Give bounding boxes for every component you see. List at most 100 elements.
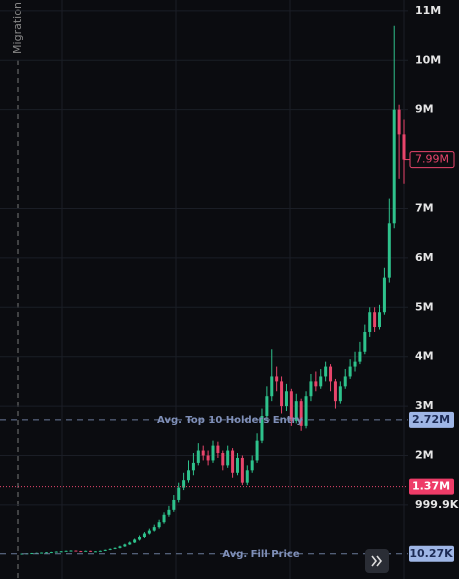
migration-label: Migration: [11, 2, 24, 54]
price-tag: [409, 545, 454, 562]
candle-body: [152, 527, 156, 531]
candle-body: [69, 550, 73, 552]
candle-body: [59, 551, 63, 553]
y-tick-label: 999.9K: [415, 498, 459, 511]
candle-body: [172, 499, 176, 510]
candle-body: [138, 537, 142, 540]
candle-body: [353, 361, 357, 367]
candle-body: [343, 376, 347, 387]
candle-body: [177, 487, 181, 500]
candle-body: [319, 376, 323, 387]
vertical-grid: [61, 0, 405, 579]
candle-body: [348, 366, 352, 377]
candle-body: [108, 548, 112, 550]
candle-body: [201, 450, 205, 456]
candle-body: [74, 550, 78, 552]
candle-body: [373, 312, 377, 328]
candle-body: [118, 546, 122, 548]
candle-body: [103, 549, 107, 551]
candle-body: [270, 376, 274, 397]
candle-body: [329, 366, 333, 382]
candle-body: [191, 462, 195, 471]
candle-body: [382, 277, 386, 313]
candle-body: [79, 551, 83, 553]
y-tick-label: 2M: [415, 448, 434, 461]
candle-body: [147, 530, 151, 534]
candle-body: [182, 480, 186, 488]
candle-body: [157, 522, 161, 528]
candle-body: [324, 366, 328, 377]
candle-body: [187, 470, 191, 481]
y-tick-label: 4M: [415, 350, 434, 363]
candle-body: [275, 376, 279, 382]
candle-body: [64, 550, 68, 552]
last-price-label: 7.99M: [415, 153, 449, 166]
candle-body: [378, 312, 382, 328]
candle-body: [231, 450, 235, 473]
candle-body: [93, 551, 97, 553]
candle-body: [133, 539, 137, 543]
candle-body: [299, 401, 303, 426]
candle-body: [84, 550, 88, 552]
candle-body: [49, 552, 53, 554]
price-tag-label: 2.72M: [412, 413, 450, 426]
candle-body: [255, 440, 259, 461]
candle-body: [245, 470, 249, 483]
candle-body: [392, 109, 396, 224]
candle-body: [226, 450, 230, 466]
candle-body: [113, 547, 117, 549]
last-price-tag: [409, 151, 455, 169]
candle-body: [221, 453, 225, 466]
candle-body: [54, 551, 58, 553]
candle-body: [44, 552, 48, 554]
candle-body: [402, 134, 406, 160]
y-tick-label: 6M: [415, 251, 434, 264]
candle-body: [333, 381, 337, 402]
candle-body: [363, 331, 367, 352]
candle-body: [123, 544, 127, 547]
candle-body: [289, 391, 293, 421]
candle-body: [240, 457, 244, 483]
candle-body: [211, 445, 215, 461]
candle-body: [206, 455, 210, 461]
candle-body: [265, 396, 269, 416]
candle-body: [358, 351, 362, 362]
candle-body: [284, 391, 288, 407]
price-tag: [409, 411, 454, 428]
price-tag: [409, 478, 454, 495]
scroll-icon: [371, 555, 383, 567]
y-tick-label: 10M: [415, 53, 441, 66]
candle-body: [314, 381, 318, 387]
candle-body: [309, 381, 313, 397]
plot: 999.9K 2M 3M 4M 5M 6M 7M 9M 10M 11M Avg. Top 10 Ho…: [0, 4, 459, 562]
candle-body: [397, 109, 401, 135]
price-tag-label: 10.27K: [409, 547, 453, 560]
y-tick-label: 11M: [415, 4, 441, 17]
candle-body: [142, 533, 146, 538]
price-tag-label: 1.37M: [412, 480, 450, 493]
candle-body: [216, 445, 220, 454]
price-line-label: Avg. Fill Price: [222, 549, 300, 560]
candle-body: [368, 312, 372, 332]
candle-body: [98, 550, 102, 552]
candle-body: [250, 460, 254, 471]
y-tick-label: 7M: [415, 201, 434, 214]
candle-body: [338, 386, 342, 402]
price-line-label: Avg. Top 10 Holders Entry: [157, 415, 303, 426]
candle-body: [294, 401, 298, 421]
candle-body: [304, 396, 308, 426]
candle-body: [196, 450, 200, 463]
candle-body: [162, 514, 166, 523]
candle-body: [387, 223, 391, 278]
candle-body: [167, 509, 171, 515]
y-tick-label: 9M: [415, 103, 434, 116]
candle-body: [30, 553, 34, 555]
candle-body: [280, 381, 284, 407]
candle-body: [128, 542, 132, 545]
candle-body: [260, 415, 264, 441]
y-tick-label: 5M: [415, 300, 434, 313]
candle-body: [89, 550, 93, 552]
candle-body: [235, 457, 239, 473]
